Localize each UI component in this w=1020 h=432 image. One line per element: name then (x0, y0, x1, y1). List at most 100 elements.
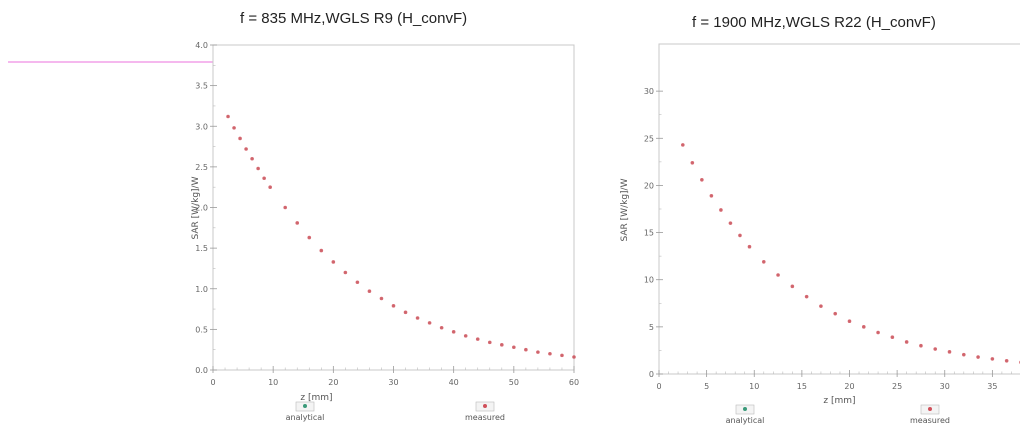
measured-point (761, 260, 766, 264)
measured-point (919, 343, 923, 348)
y-axis-label: SAR [W/kg]/W (620, 178, 630, 241)
measured-point (226, 114, 230, 119)
measured-point (403, 310, 408, 315)
plot-frame (212, 44, 575, 371)
x-tick-label: 35 (987, 382, 997, 391)
measured-point (355, 280, 360, 285)
measured-point (343, 270, 348, 275)
chart-panel-835mhz: f = 835 MHz,WGLS R9 (H_convF) 0.0 0.5 1.0 1… (191, 10, 579, 422)
chart-panel-1900mhz: f = 1900 MHz,WGLS R22 (H_convF) 0 5 10 15 20… (600, 0, 1020, 432)
measured-point (572, 355, 576, 359)
chart-835mhz: 0.0 0.5 1.0 1.5 2.0 2.5 3.0 3.5 4.0 0 10 20 30 40 50 60… (191, 41, 579, 422)
measured-point (548, 351, 552, 356)
x-tick-label: 15 (797, 382, 807, 391)
measured-point (391, 304, 396, 308)
measured-point (512, 345, 516, 350)
x-tick-label: 0 (210, 378, 215, 387)
x-axis-label: z [mm] (300, 393, 332, 403)
legend-label-measured: measured (465, 413, 505, 422)
measured-point (738, 233, 742, 238)
measured-point (463, 334, 468, 338)
measured-point (250, 156, 254, 161)
measured-point (861, 325, 866, 329)
chart-1900mhz: 0510152025300510152025303540z [mm]SAR [W… (620, 43, 1020, 425)
y-tick-label: 25 (644, 134, 654, 143)
measured-point (776, 273, 780, 277)
legend-marker-measured (928, 407, 932, 411)
measured-point (238, 136, 242, 141)
measured-point (268, 185, 272, 189)
measured-point (379, 296, 384, 301)
x-tick-label: 30 (388, 378, 398, 387)
measured-point (415, 316, 420, 320)
legend-label-measured: measured (910, 416, 950, 425)
y-tick-label: 3.5 (195, 82, 208, 91)
x-tick-label: 30 (940, 382, 950, 391)
x-tick-label: 40 (449, 378, 459, 387)
y-tick-label: 15 (644, 229, 654, 238)
y-tick-label: 30 (644, 87, 654, 96)
measured-point (904, 340, 909, 344)
measured-point (232, 126, 236, 130)
measured-point (719, 208, 723, 212)
measured-point (1004, 359, 1009, 363)
measured-point (804, 294, 809, 299)
measured-point (319, 248, 324, 253)
measured-point (536, 350, 540, 354)
measured-point (728, 221, 733, 225)
y-tick-label: 0 (649, 370, 654, 379)
x-tick-label: 20 (328, 378, 338, 387)
y-tick-label: 1.5 (195, 244, 208, 253)
measured-point (560, 353, 564, 358)
y-tick-label: 0.0 (195, 366, 208, 375)
measured-point (451, 330, 456, 334)
measured-point (709, 194, 714, 198)
y-tick-label: 5 (649, 323, 654, 332)
x-tick-label: 20 (844, 382, 854, 391)
y-tick-label: 10 (644, 276, 654, 285)
measured-point (283, 205, 288, 210)
y-tick-label: 4.0 (195, 41, 208, 50)
pink-scan-line (8, 61, 318, 63)
measured-point (500, 343, 504, 347)
measured-point (262, 176, 266, 181)
measured-point (295, 221, 300, 225)
y-tick-label: 20 (644, 181, 654, 190)
y-axis-label: SAR [W/kg]/W (191, 176, 201, 239)
x-tick-label: 0 (656, 382, 661, 391)
legend-marker-analytical (303, 404, 307, 408)
measured-point (256, 166, 260, 171)
x-tick-label: 10 (268, 378, 278, 387)
measured-point (700, 177, 704, 182)
measured-point (790, 284, 795, 289)
measured-point (876, 330, 880, 335)
legend-marker-measured (483, 404, 487, 408)
x-tick-label: 25 (892, 382, 902, 391)
measured-point (933, 347, 938, 351)
measured-point (367, 289, 372, 293)
measured-point (747, 244, 752, 249)
measured-point (427, 321, 432, 325)
y-tick-label: 0.5 (195, 325, 208, 334)
x-axis-label: z [mm] (823, 396, 855, 406)
legend-label-analytical: analytical (726, 416, 765, 425)
legend-label-analytical: analytical (286, 413, 325, 422)
measured-point (962, 352, 966, 357)
y-tick-label: 2.0 (195, 204, 208, 213)
chart-title: f = 1900 MHz,WGLS R22 (H_convF) (692, 14, 936, 31)
measured-point (947, 350, 952, 354)
legend-marker-analytical (743, 407, 747, 411)
measured-point (475, 337, 480, 341)
y-tick-label: 1.0 (195, 285, 208, 294)
chart-title: f = 835 MHz,WGLS R9 (H_convF) (240, 10, 468, 27)
y-tick-label: 2.5 (195, 163, 208, 172)
plot-frame (658, 43, 1020, 375)
x-tick-label: 5 (704, 382, 709, 391)
measured-point (976, 355, 980, 359)
measured-point (244, 147, 248, 151)
measured-point (524, 347, 528, 352)
y-tick-label: 3.0 (195, 122, 208, 131)
x-tick-label: 60 (569, 378, 579, 387)
measured-point (439, 325, 444, 330)
measured-point (990, 357, 995, 361)
